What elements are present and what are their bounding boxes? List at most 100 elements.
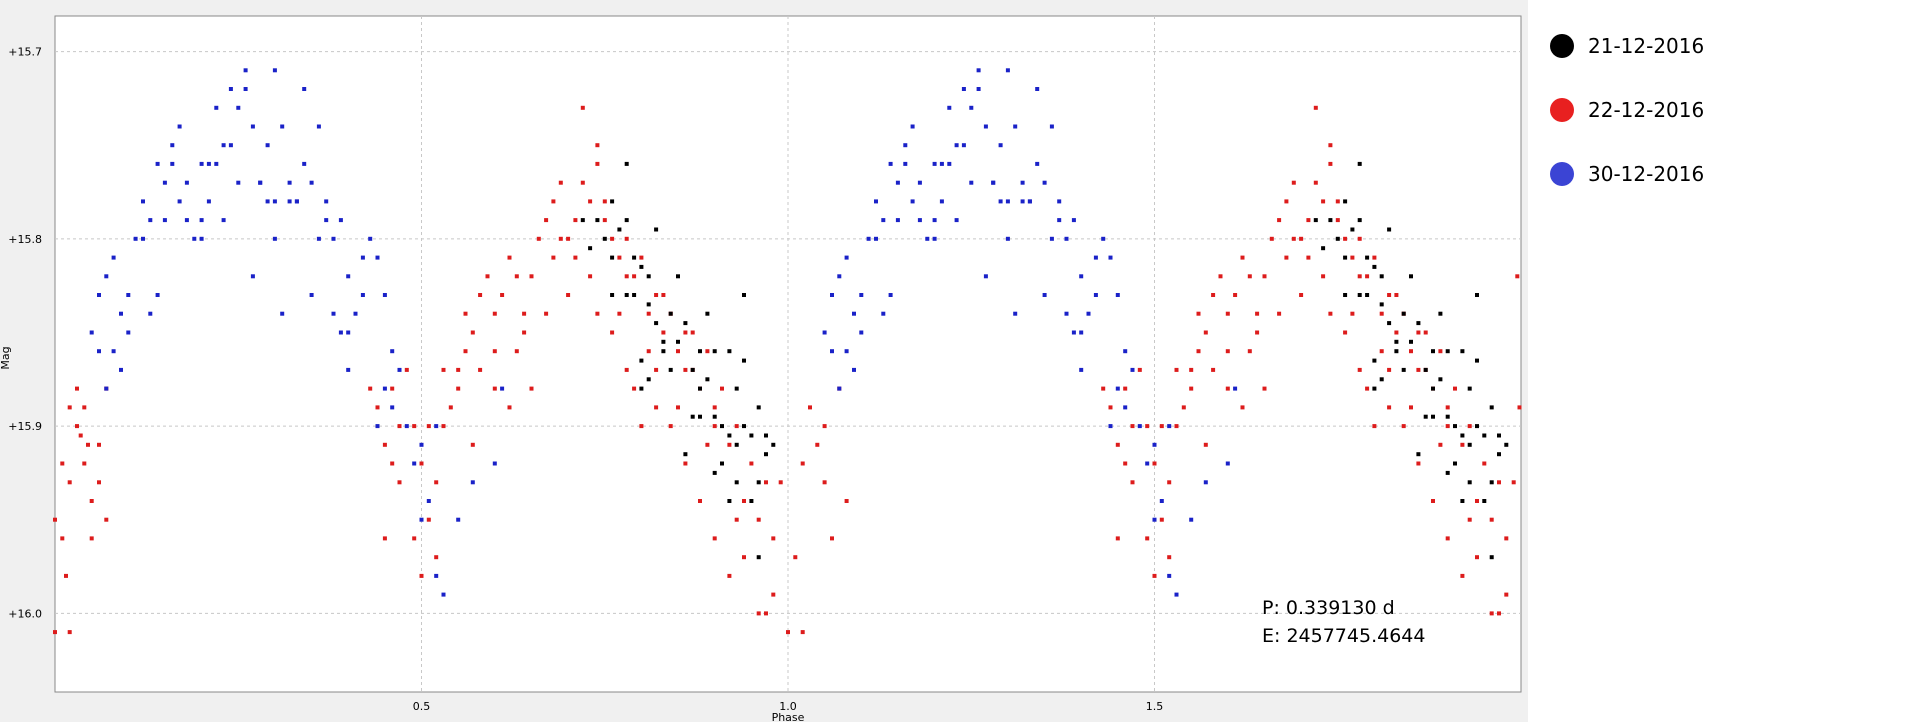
data-point xyxy=(104,517,109,522)
data-point xyxy=(1372,386,1377,391)
data-point xyxy=(558,236,563,241)
data-point xyxy=(419,573,424,578)
data-point xyxy=(903,161,908,166)
data-point xyxy=(177,199,182,204)
data-point xyxy=(434,555,439,560)
data-point xyxy=(1343,236,1348,241)
data-point xyxy=(78,433,83,438)
data-point xyxy=(1423,414,1428,419)
data-point xyxy=(844,499,849,503)
data-point xyxy=(617,227,622,232)
data-point xyxy=(1035,161,1040,166)
data-point xyxy=(141,236,145,241)
data-point xyxy=(610,199,615,204)
data-point xyxy=(1357,274,1362,279)
data-point xyxy=(316,124,321,129)
data-point xyxy=(1284,199,1289,204)
data-point xyxy=(683,367,688,372)
data-point xyxy=(1431,499,1435,503)
data-point xyxy=(1350,227,1355,232)
data-point xyxy=(1387,321,1392,326)
data-point xyxy=(639,386,644,391)
data-point xyxy=(265,199,270,204)
data-point xyxy=(705,349,710,354)
data-point xyxy=(309,293,314,297)
data-point xyxy=(280,311,285,316)
data-point xyxy=(1515,274,1520,279)
data-point xyxy=(1071,330,1076,335)
x-tick-label: 1.5 xyxy=(1146,700,1164,713)
data-point xyxy=(177,124,182,129)
data-point xyxy=(742,424,746,429)
data-point xyxy=(727,573,732,578)
data-point xyxy=(998,199,1003,204)
data-point xyxy=(1196,349,1201,354)
data-point xyxy=(382,536,387,541)
data-point xyxy=(1203,330,1208,335)
data-point xyxy=(764,480,768,485)
data-point xyxy=(60,536,65,541)
data-point xyxy=(859,293,864,297)
data-point xyxy=(1409,349,1413,354)
data-point xyxy=(170,161,175,166)
data-points xyxy=(53,68,1522,635)
data-point xyxy=(1475,499,1479,503)
data-point xyxy=(1115,536,1120,541)
data-point xyxy=(1225,386,1230,391)
data-point xyxy=(1240,255,1245,260)
data-point xyxy=(961,143,966,148)
data-point xyxy=(683,321,688,326)
data-point xyxy=(170,143,175,148)
y-axis-label: Mag xyxy=(0,346,12,369)
data-point xyxy=(551,199,556,204)
data-point xyxy=(1130,367,1135,372)
data-point xyxy=(1189,517,1194,522)
data-point xyxy=(368,386,373,391)
data-point xyxy=(1438,311,1443,316)
data-point xyxy=(1108,424,1113,429)
data-point xyxy=(368,236,373,241)
data-point xyxy=(97,293,101,297)
data-point xyxy=(646,349,651,354)
data-point xyxy=(412,424,417,429)
data-point xyxy=(1291,180,1296,185)
data-point xyxy=(1159,517,1164,522)
data-point xyxy=(1379,311,1384,316)
data-point xyxy=(272,68,277,73)
data-point xyxy=(544,311,549,316)
data-point xyxy=(595,311,600,316)
data-point xyxy=(588,246,593,251)
data-point xyxy=(1240,405,1245,410)
data-point xyxy=(610,255,615,260)
data-point xyxy=(1482,461,1487,466)
data-point xyxy=(419,461,424,466)
data-point xyxy=(1145,461,1150,466)
data-point xyxy=(764,611,768,616)
data-point xyxy=(830,349,834,354)
data-point xyxy=(1189,386,1194,391)
y-tick-label: +15.8 xyxy=(8,233,42,246)
data-point xyxy=(1328,311,1333,316)
data-point xyxy=(969,180,974,185)
data-point xyxy=(53,630,57,635)
data-point xyxy=(97,349,101,354)
data-point xyxy=(866,236,871,241)
data-point xyxy=(661,293,666,297)
data-point xyxy=(654,321,659,326)
data-point xyxy=(602,218,607,223)
data-point xyxy=(749,461,754,466)
data-point xyxy=(1093,255,1098,260)
data-point xyxy=(668,424,673,429)
data-point xyxy=(316,236,321,241)
series-22-12-2016 xyxy=(53,105,1522,635)
data-point xyxy=(1504,592,1509,597)
data-point xyxy=(961,87,966,91)
data-point xyxy=(632,386,637,391)
x-tick-label: 0.5 xyxy=(413,700,431,713)
data-point xyxy=(917,180,922,185)
data-point xyxy=(346,274,351,279)
data-point xyxy=(1438,377,1443,382)
data-point xyxy=(1101,236,1106,241)
data-point xyxy=(214,105,219,110)
data-point xyxy=(199,236,204,241)
